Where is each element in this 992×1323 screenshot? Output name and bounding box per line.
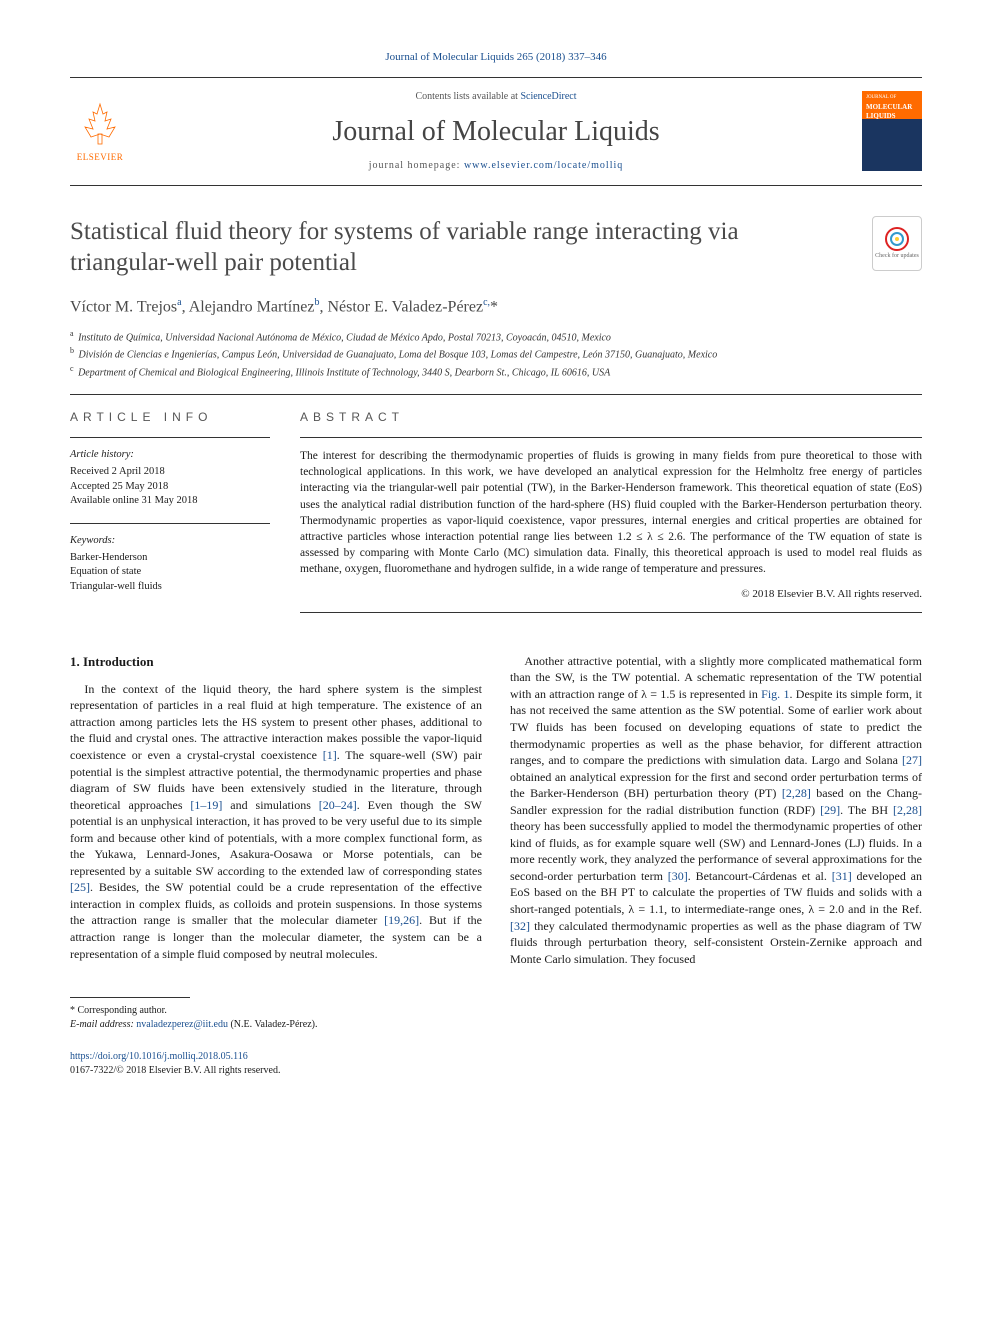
- elsevier-logo: ELSEVIER: [70, 96, 130, 166]
- divider: [70, 437, 270, 438]
- body-text: . The BH: [840, 803, 893, 817]
- issn-line: 0167-7322/© 2018 Elsevier B.V. All right…: [70, 1064, 922, 1078]
- history-label: Article history:: [70, 448, 270, 463]
- email-suffix: (N.E. Valadez-Pérez).: [228, 1019, 318, 1030]
- footnotes: * Corresponding author. E-mail address: …: [70, 1004, 922, 1032]
- ref-link[interactable]: [19,26]: [384, 913, 419, 927]
- footnote-separator: [70, 997, 190, 998]
- abstract-text: The interest for describing the thermody…: [300, 448, 922, 577]
- contents-line: Contents lists available at ScienceDirec…: [130, 90, 862, 104]
- abstract-column: ABSTRACT The interest for describing the…: [300, 409, 922, 623]
- aff-sup: b: [70, 346, 74, 355]
- article-info-column: ARTICLE INFO Article history: Received 2…: [70, 409, 270, 623]
- body-paragraph: Another attractive potential, with a sli…: [510, 653, 922, 967]
- corresponding-author-label: * Corresponding author.: [70, 1004, 922, 1018]
- online-date: Available online 31 May 2018: [70, 494, 270, 509]
- article-history: Article history: Received 2 April 2018 A…: [70, 448, 270, 509]
- aff-sup: c: [70, 364, 74, 373]
- aff-link-b[interactable]: b: [314, 297, 319, 308]
- ref-link[interactable]: [32]: [510, 919, 530, 933]
- aff-sup: a: [70, 329, 74, 338]
- body-text: and simulations: [222, 798, 318, 812]
- keywords-block: Keywords: Barker-Henderson Equation of s…: [70, 534, 270, 595]
- email-link[interactable]: nvaladezperez@iit.edu: [136, 1019, 228, 1030]
- elsevier-tree-icon: [75, 99, 125, 149]
- section-heading: 1. Introduction: [70, 653, 482, 671]
- aff-link-c[interactable]: c,: [483, 297, 490, 308]
- ref-link[interactable]: [29]: [820, 803, 840, 817]
- sciencedirect-link[interactable]: ScienceDirect: [520, 91, 576, 102]
- affiliation-a: a Instituto de Química, Universidad Naci…: [70, 328, 922, 345]
- cover-title-text: MOLECULAR LIQUIDS: [866, 103, 918, 122]
- journal-name: Journal of Molecular Liquids: [130, 113, 862, 151]
- divider: [70, 523, 270, 524]
- body-columns: 1. Introduction In the context of the li…: [70, 653, 922, 967]
- affiliations: a Instituto de Química, Universidad Naci…: [70, 328, 922, 380]
- aff-text: División de Ciencias e Ingenierías, Camp…: [79, 350, 718, 361]
- keyword: Triangular-well fluids: [70, 580, 270, 595]
- homepage-prefix: journal homepage:: [369, 160, 464, 171]
- keyword: Barker-Henderson: [70, 551, 270, 566]
- homepage-link[interactable]: www.elsevier.com/locate/molliq: [464, 160, 623, 171]
- received-date: Received 2 April 2018: [70, 465, 270, 480]
- ref-link[interactable]: [25]: [70, 880, 90, 894]
- keywords-label: Keywords:: [70, 534, 270, 549]
- keyword: Equation of state: [70, 565, 270, 580]
- crossmark-badge[interactable]: Check for updates: [872, 216, 922, 271]
- accepted-date: Accepted 25 May 2018: [70, 480, 270, 495]
- ref-link[interactable]: [30]: [668, 869, 688, 883]
- email-label: E-mail address:: [70, 1019, 136, 1030]
- journal-cover-thumbnail: JOURNAL OF MOLECULAR LIQUIDS: [862, 91, 922, 171]
- authors-line: Víctor M. Trejosa, Alejandro Martínezb, …: [70, 296, 922, 318]
- crossmark-label: Check for updates: [875, 252, 919, 260]
- email-line: E-mail address: nvaladezperez@iit.edu (N…: [70, 1018, 922, 1032]
- divider: [70, 394, 922, 395]
- body-text: they calculated thermodynamic properties…: [510, 919, 922, 966]
- abstract-header: ABSTRACT: [300, 409, 922, 425]
- author-2: Alejandro Martínez: [189, 298, 315, 315]
- fig-link[interactable]: Fig. 1: [761, 687, 789, 701]
- affiliation-c: c Department of Chemical and Biological …: [70, 363, 922, 380]
- divider: [300, 437, 922, 438]
- divider: [300, 612, 922, 613]
- masthead: ELSEVIER Contents lists available at Sci…: [70, 77, 922, 186]
- ref-link[interactable]: [1–19]: [190, 798, 222, 812]
- aff-text: Instituto de Química, Universidad Nacion…: [78, 332, 611, 343]
- aff-link-a[interactable]: a: [177, 297, 181, 308]
- page-footer: https://doi.org/10.1016/j.molliq.2018.05…: [70, 1050, 922, 1078]
- body-text: . Betancourt-Cárdenas et al.: [688, 869, 832, 883]
- homepage-line: journal homepage: www.elsevier.com/locat…: [130, 159, 862, 173]
- crossmark-icon: [884, 226, 910, 252]
- author-1: Víctor M. Trejos: [70, 298, 177, 315]
- ref-link[interactable]: [1]: [323, 748, 337, 762]
- author-3: Néstor E. Valadez-Pérez: [327, 298, 483, 315]
- article-title: Statistical fluid theory for systems of …: [70, 216, 790, 279]
- ref-link[interactable]: [20–24]: [319, 798, 357, 812]
- elsevier-label: ELSEVIER: [77, 151, 124, 163]
- ref-link[interactable]: [31]: [832, 869, 852, 883]
- abstract-copyright: © 2018 Elsevier B.V. All rights reserved…: [300, 587, 922, 602]
- affiliation-b: b División de Ciencias e Ingenierías, Ca…: [70, 345, 922, 362]
- ref-link[interactable]: [2,28]: [893, 803, 922, 817]
- body-paragraph: In the context of the liquid theory, the…: [70, 681, 482, 962]
- doi-link[interactable]: https://doi.org/10.1016/j.molliq.2018.05…: [70, 1051, 248, 1062]
- contents-prefix: Contents lists available at: [415, 91, 520, 102]
- article-info-header: ARTICLE INFO: [70, 409, 270, 425]
- ref-link[interactable]: [27]: [902, 753, 922, 767]
- cover-top-text: JOURNAL OF: [866, 95, 918, 101]
- aff-text: Department of Chemical and Biological En…: [78, 367, 610, 378]
- journal-reference: Journal of Molecular Liquids 265 (2018) …: [70, 50, 922, 65]
- ref-link[interactable]: [2,28]: [782, 786, 811, 800]
